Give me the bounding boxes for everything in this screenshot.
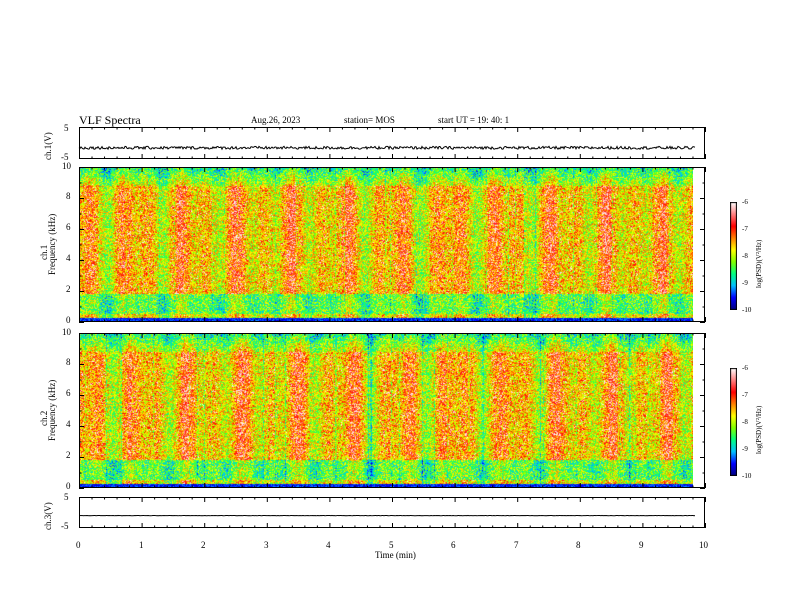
start-time-label: start UT = 19: 40: 1 xyxy=(438,115,510,125)
ch3-waveform-ylabel: ch.3(V) xyxy=(43,502,53,530)
spec2-ytick-2: 2 xyxy=(66,450,71,460)
xtick-0: 0 xyxy=(76,540,81,550)
cb1-tick-m9: -9 xyxy=(742,279,748,287)
xtick-5: 5 xyxy=(389,540,394,550)
colorbar-1 xyxy=(730,202,737,310)
spec2-ylabel: Frequency (kHz) xyxy=(47,379,57,441)
ch1-waveform-trace xyxy=(78,145,696,151)
spec2-ytick-10: 10 xyxy=(62,327,71,337)
cb1-tick-m7: -7 xyxy=(742,225,748,233)
cb2-label: log(PSD)(V²/Hz) xyxy=(755,405,763,454)
cb1-tick-m8: -8 xyxy=(742,252,748,260)
cb1-label: log(PSD)(V²/Hz) xyxy=(755,239,763,288)
xtick-8: 8 xyxy=(576,540,581,550)
ch3-ytick-bottom: -5 xyxy=(61,521,69,531)
cb2-tick-m8: -8 xyxy=(742,418,748,426)
figure-title: VLF Spectra xyxy=(79,113,141,127)
ch1-ytick-top: 5 xyxy=(64,123,69,133)
ch1-spectrogram-image xyxy=(79,167,693,321)
xtick-9: 9 xyxy=(639,540,644,550)
xtick-4: 4 xyxy=(326,540,331,550)
cb2-tick-m6: -6 xyxy=(742,364,748,372)
cb1-tick-m10: -10 xyxy=(742,306,752,314)
spec2-ytick-4: 4 xyxy=(66,419,71,429)
spec1-ytick-10: 10 xyxy=(62,161,71,171)
cb2-tick-m10: -10 xyxy=(742,472,752,480)
xtick-6: 6 xyxy=(451,540,456,550)
ch1-waveform-ylabel: ch.1(V) xyxy=(43,132,53,160)
spec2-ytick-6: 6 xyxy=(66,388,71,398)
cb2-tick-m9: -9 xyxy=(742,445,748,453)
ch2-spectrogram-image xyxy=(79,333,693,487)
ch3-ytick-top: 5 xyxy=(64,492,69,502)
xtick-1: 1 xyxy=(139,540,144,550)
spec1-ytick-0: 0 xyxy=(66,315,71,325)
xtick-3: 3 xyxy=(264,540,269,550)
spec1-ytick-4: 4 xyxy=(66,253,71,263)
spec1-ytick-6: 6 xyxy=(66,222,71,232)
xtick-2: 2 xyxy=(201,540,206,550)
colorbar-2 xyxy=(730,368,737,476)
date-label: Aug.26, 2023 xyxy=(251,115,301,125)
spec1-ytick-8: 8 xyxy=(66,191,71,201)
spec2-ytick-0: 0 xyxy=(66,481,71,491)
station-label: station= MOS xyxy=(344,115,395,125)
spec1-ytick-2: 2 xyxy=(66,284,71,294)
x-axis-label: Time (min) xyxy=(375,550,416,560)
spec1-ylabel: Frequency (kHz) xyxy=(47,213,57,275)
cb1-tick-m6: -6 xyxy=(742,198,748,206)
xtick-7: 7 xyxy=(514,540,519,550)
spec2-ytick-8: 8 xyxy=(66,357,71,367)
xtick-10: 10 xyxy=(699,540,708,550)
cb2-tick-m7: -7 xyxy=(742,391,748,399)
ch1-ytick-bottom: -5 xyxy=(61,152,69,162)
